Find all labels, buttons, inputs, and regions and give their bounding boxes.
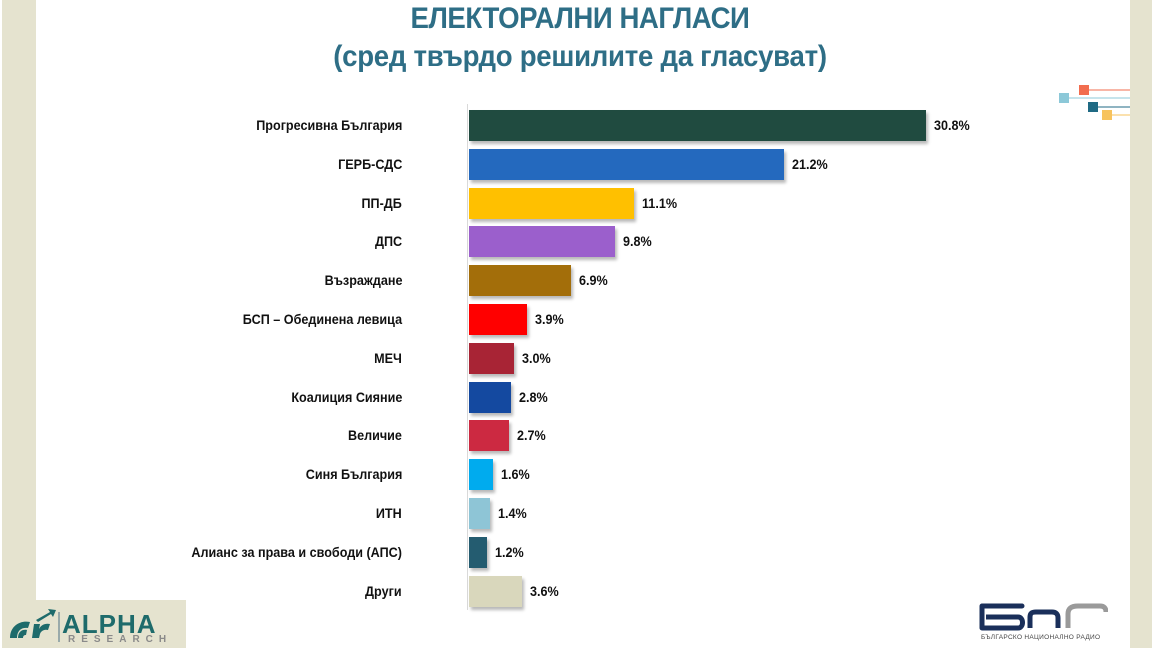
bar-row: Алианс за права и свободи (АПС) 1.2% bbox=[0, 536, 1100, 568]
bar bbox=[469, 342, 514, 374]
bar-row: ДПС 9.8% bbox=[0, 226, 1100, 258]
value-label: 2.8% bbox=[518, 388, 548, 405]
category-label: ГЕРБ-СДС bbox=[337, 155, 402, 172]
alpha-research-logo: ALPHA RESEARCH bbox=[6, 608, 186, 646]
category-label: ИТН bbox=[376, 505, 402, 521]
bar-row: МЕЧ 3.0% bbox=[0, 342, 1100, 374]
chart-subtitle: (сред твърдо решилите да гласуват) bbox=[333, 40, 827, 73]
bar bbox=[469, 459, 493, 491]
category-label: ПП-ДБ bbox=[361, 194, 402, 211]
value-label: 21.2% bbox=[791, 155, 828, 172]
bar bbox=[469, 304, 527, 335]
bar bbox=[469, 575, 523, 607]
bar-row: Величие 2.7% bbox=[0, 420, 1100, 452]
value-label: 1.2% bbox=[494, 543, 524, 560]
bar bbox=[469, 536, 487, 568]
category-label: Синя България bbox=[305, 466, 402, 483]
bar bbox=[469, 110, 927, 141]
bar bbox=[469, 226, 615, 258]
value-label: 1.6% bbox=[500, 466, 530, 483]
bottom-left-frame-band bbox=[2, 600, 186, 648]
bnr-logo-subtitle: БЪЛГАРСКО НАЦИОНАЛНО РАДИО bbox=[981, 634, 1101, 641]
bar bbox=[469, 381, 511, 413]
bar bbox=[469, 498, 490, 529]
value-label: 6.9% bbox=[579, 272, 609, 289]
category-label: Алианс за права и свободи (АПС) bbox=[191, 543, 402, 560]
value-label: 9.8% bbox=[622, 233, 652, 250]
value-label: 1.4% bbox=[497, 505, 527, 521]
category-label: ДПС bbox=[374, 233, 402, 250]
value-label: 3.0% bbox=[521, 349, 551, 366]
value-label: 11.1% bbox=[641, 194, 677, 211]
right-frame-strip bbox=[1130, 0, 1152, 648]
bar bbox=[469, 148, 784, 180]
alpha-logo-word: ALPHA bbox=[62, 609, 157, 639]
alpha-logo-sub: RESEARCH bbox=[68, 634, 173, 645]
bar-row: ГЕРБ-СДС 21.2% bbox=[0, 148, 1100, 180]
value-label: 2.7% bbox=[517, 427, 546, 444]
category-label: БСП – Обединена левица bbox=[242, 311, 402, 327]
left-frame-strip bbox=[2, 0, 36, 600]
value-label: 3.9% bbox=[534, 311, 564, 327]
bar bbox=[469, 420, 510, 452]
logo-separator bbox=[58, 612, 60, 642]
decorative-squares-icon bbox=[1058, 84, 1130, 124]
bnr-logo: БЪЛГАРСКО НАЦИОНАЛНО РАДИО bbox=[978, 600, 1128, 646]
category-label: Други bbox=[365, 582, 402, 599]
category-label: МЕЧ bbox=[374, 349, 402, 366]
alpha-research-mark-icon bbox=[10, 609, 56, 638]
bar-row: ПП-ДБ 11.1% bbox=[0, 187, 1100, 219]
category-axis-line bbox=[467, 104, 468, 610]
chart-title: ЕЛЕКТОРАЛНИ НАГЛАСИ bbox=[410, 2, 750, 35]
bar-row: Синя България 1.6% bbox=[0, 459, 1100, 491]
bar-row: ИТН 1.4% bbox=[0, 498, 1100, 529]
category-label: Прогресивна България bbox=[255, 117, 402, 133]
bar-row: Възраждане 6.9% bbox=[0, 265, 1100, 297]
bar-row: Други 3.6% bbox=[0, 575, 1100, 607]
category-label: Възраждане bbox=[324, 272, 402, 289]
bar-row: БСП – Обединена левица 3.9% bbox=[0, 304, 1100, 335]
value-label: 3.6% bbox=[530, 582, 560, 599]
value-label: 30.8% bbox=[934, 117, 971, 133]
bar-row: Коалиция Сияние 2.8% bbox=[0, 381, 1100, 413]
bar bbox=[469, 187, 634, 219]
category-label: Коалиция Сияние bbox=[290, 388, 402, 405]
category-label: Величие bbox=[348, 427, 402, 444]
bar-row: Прогресивна България 30.8% bbox=[0, 110, 1100, 141]
bnr-mark-icon bbox=[979, 603, 1109, 631]
bar bbox=[469, 265, 572, 297]
